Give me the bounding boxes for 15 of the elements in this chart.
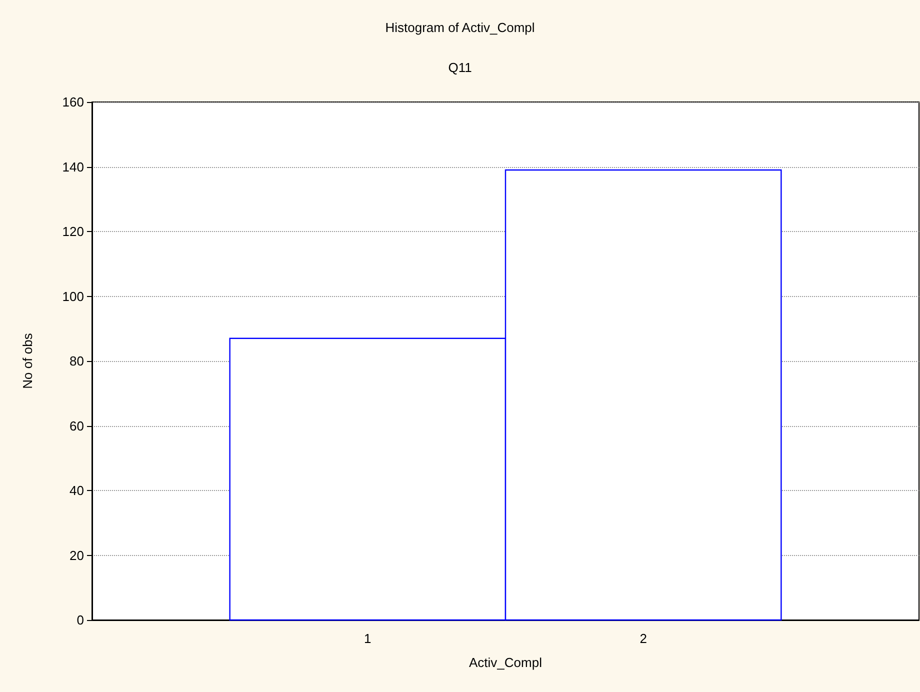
y-tick-label: 160 (62, 94, 84, 110)
chart-title: Histogram of Activ_Compl (385, 20, 535, 35)
y-tick-label: 20 (70, 548, 84, 563)
x-tick-label: 1 (364, 631, 372, 646)
y-tick-label: 60 (70, 418, 84, 434)
y-axis-title: No of obs (20, 332, 35, 389)
y-tick-label: 0 (76, 612, 84, 628)
y-tick-label: 120 (62, 224, 84, 239)
y-tick-label: 40 (70, 483, 84, 498)
x-axis-title: Activ_Compl (469, 655, 542, 670)
x-tick-label: 2 (640, 631, 647, 646)
y-tick-label: 100 (62, 288, 84, 304)
chart-subtitle: Q11 (448, 60, 472, 75)
y-tick-label: 80 (70, 354, 84, 368)
y-tick-label: 140 (62, 159, 84, 174)
